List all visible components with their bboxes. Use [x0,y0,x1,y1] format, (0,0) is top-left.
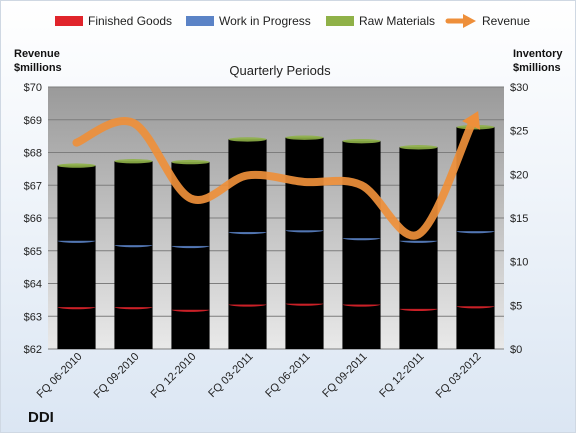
bar-work-in-progress [171,243,210,311]
bar-segment-work-in-progress [285,229,324,304]
x-tick-label: FQ 09-2010 [92,351,142,401]
left-tick-label: $70 [24,82,42,94]
bar-finished-goods [399,306,438,350]
bar-segment-work-in-progress [456,230,495,307]
bar-finished-goods [57,304,96,350]
x-tick-label: FQ 06-2010 [35,351,85,401]
bar-finished-goods [171,307,210,350]
bars [57,124,495,350]
bar-raw-materials [342,138,381,239]
bar-finished-goods [342,302,381,350]
bar-finished-goods [456,304,495,350]
left-tick-label: $63 [24,311,42,323]
legend-label-finished-goods: Finished Goods [88,14,172,28]
left-axis-title-line1: Revenue [14,48,60,60]
bar-raw-materials [171,159,210,247]
left-axis-title-line2: $millions [14,62,62,74]
bar-raw-materials [228,137,267,233]
bar-segment-raw-materials [228,139,267,233]
bar-finished-goods [285,301,324,350]
bar-segment-work-in-progress [171,245,210,311]
bar-segment-work-in-progress [342,237,381,305]
bar-raw-materials [114,159,153,246]
bar-segment-finished-goods [342,304,381,350]
right-tick-label: $0 [510,344,522,356]
legend-swatch-finished-goods [55,16,83,26]
company-ticker: DDI [28,409,54,426]
bar-cap-raw-materials [399,145,438,150]
left-tick-label: $66 [24,213,42,225]
left-tick-label: $64 [24,279,42,291]
bar-segment-raw-materials [57,165,96,242]
bar-segment-finished-goods [285,303,324,350]
bar-segment-raw-materials [114,160,153,246]
right-tick-label: $5 [510,300,522,312]
left-tick-label: $68 [24,148,42,160]
bar-work-in-progress [114,242,153,308]
right-axis-title-line2: $millions [513,62,561,74]
x-tick-label: FQ 06-2011 [263,351,312,400]
bar-segment-work-in-progress [228,231,267,305]
bar-segment-finished-goods [57,306,96,350]
bar-work-in-progress [228,229,267,305]
bar-segment-work-in-progress [399,240,438,310]
bar-work-in-progress [456,228,495,307]
bar-raw-materials [399,145,438,242]
legend-swatch-work-in-progress [186,16,214,26]
right-tick-label: $25 [510,126,528,138]
bar-segment-work-in-progress [114,244,153,308]
x-tick-label: FQ 12-2011 [377,351,426,400]
x-tick-label: FQ 03-2011 [206,351,255,400]
x-tick-label: FQ 12-2010 [149,351,199,401]
chart-title: Quarterly Periods [229,63,331,78]
revenue-line [72,111,481,240]
left-tick-label: $62 [24,344,42,356]
left-axis-ticks: $62 $63 $64 $65 $66 $67 $68 $69 $70 [24,82,42,356]
bar-work-in-progress [399,238,438,310]
bar-cap-raw-materials [342,138,381,144]
right-tick-label: $20 [510,169,528,181]
legend-label-revenue: Revenue [482,14,530,28]
right-axis-title-line1: Inventory [513,48,563,60]
bar-segment-finished-goods [399,308,438,350]
bar-work-in-progress [342,235,381,305]
bar-finished-goods [114,304,153,350]
bar-segment-finished-goods [171,309,210,350]
right-tick-label: $15 [510,213,528,225]
right-axis-ticks: $0 $5 $10 $15 $20 $25 $30 [510,82,528,356]
bar-cap-raw-materials [57,163,96,168]
legend: Finished Goods Work in Progress Raw Mate… [55,14,530,28]
left-tick-label: $67 [24,180,42,192]
x-tick-label: FQ 03-2012 [434,351,484,401]
bar-segment-raw-materials [171,161,210,247]
legend-label-raw-materials: Raw Materials [359,14,435,28]
bar-cap-raw-materials [228,137,267,142]
bar-segment-finished-goods [114,306,153,350]
bar-work-in-progress [285,228,324,304]
bar-segment-finished-goods [456,305,495,350]
left-tick-label: $65 [24,246,42,258]
bar-segment-work-in-progress [57,240,96,308]
bar-cap-raw-materials [171,159,210,165]
bar-cap-raw-materials [285,135,324,140]
bar-segment-raw-materials [456,126,495,232]
x-axis-ticks: FQ 06-2010 FQ 09-2010 FQ 12-2010 FQ 03-2011… [35,351,484,401]
bar-cap-raw-materials [114,159,153,164]
bar-work-in-progress [57,238,96,308]
x-tick-label: FQ 09-2011 [320,351,369,400]
legend-revenue-arrowhead [463,14,476,28]
bar-segment-finished-goods [228,304,267,350]
bar-finished-goods [228,302,267,350]
bar-segment-raw-materials [399,146,438,242]
right-tick-label: $30 [510,82,528,94]
right-tick-label: $10 [510,257,528,269]
legend-swatch-raw-materials [326,16,354,26]
bar-raw-materials [57,163,96,242]
revenue-arrowhead [462,111,481,130]
left-tick-label: $69 [24,115,42,127]
legend-label-work-in-progress: Work in Progress [219,14,311,28]
